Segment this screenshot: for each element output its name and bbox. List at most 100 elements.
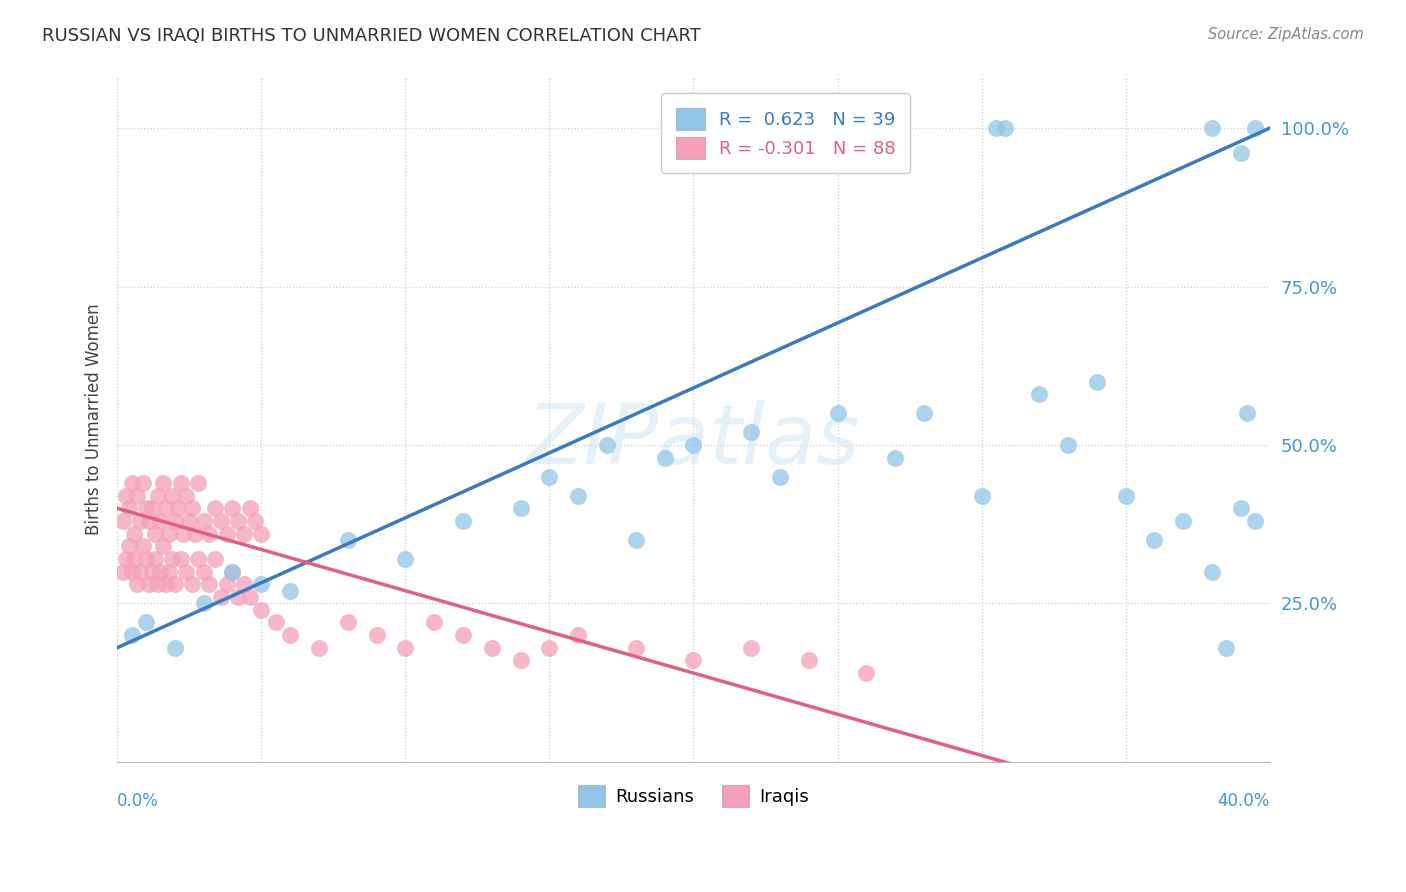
Point (239, 590, 262, 604)
Point (209, 514, 232, 528)
Point (567, 489, 589, 503)
Text: Source: ZipAtlas.com: Source: ZipAtlas.com (1208, 27, 1364, 42)
Point (129, 565, 152, 579)
Point (1173, 514, 1195, 528)
Point (176, 565, 198, 579)
Point (193, 596, 215, 610)
Point (264, 615, 287, 630)
Point (121, 565, 143, 579)
Point (336, 615, 359, 630)
Point (135, 501, 157, 516)
Point (114, 489, 136, 503)
Point (160, 552, 183, 566)
Point (970, 489, 993, 503)
Point (1201, 565, 1223, 579)
Point (994, 121, 1017, 136)
Point (509, 653, 531, 667)
Point (855, 666, 877, 681)
Point (215, 526, 238, 541)
Point (654, 450, 676, 465)
Point (149, 514, 172, 528)
Point (146, 489, 169, 503)
Point (538, 469, 561, 483)
Point (172, 526, 194, 541)
Point (121, 475, 143, 490)
Point (308, 640, 330, 655)
Point (193, 514, 215, 528)
Point (366, 628, 388, 642)
Point (740, 425, 762, 440)
Point (336, 533, 359, 547)
Legend: Russians, Iraqis: Russians, Iraqis (571, 778, 817, 814)
Point (193, 565, 215, 579)
Point (624, 533, 647, 547)
Point (596, 438, 619, 452)
Point (1143, 533, 1166, 547)
Point (624, 640, 647, 655)
Point (1230, 146, 1253, 161)
Point (163, 577, 186, 591)
Point (797, 653, 820, 667)
Point (1244, 121, 1267, 136)
Point (233, 577, 256, 591)
Point (239, 501, 262, 516)
Point (250, 603, 273, 617)
Point (233, 526, 256, 541)
Point (124, 552, 146, 566)
Point (226, 514, 249, 528)
Point (127, 577, 149, 591)
Point (827, 406, 849, 420)
Point (135, 552, 157, 566)
Point (184, 526, 207, 541)
Text: ZIPatlas: ZIPatlas (527, 400, 860, 481)
Point (121, 628, 143, 642)
Point (152, 539, 174, 553)
Point (176, 489, 198, 503)
Point (149, 565, 172, 579)
Point (138, 514, 160, 528)
Point (155, 501, 177, 516)
Point (451, 628, 474, 642)
Point (127, 489, 149, 503)
Point (198, 577, 221, 591)
Point (884, 450, 907, 465)
Point (111, 565, 134, 579)
Point (209, 590, 232, 604)
Point (250, 526, 273, 541)
Point (1215, 640, 1237, 655)
Text: 0.0%: 0.0% (117, 792, 159, 810)
Point (1244, 514, 1267, 528)
Point (221, 565, 243, 579)
Point (198, 526, 221, 541)
Point (141, 565, 163, 579)
Point (143, 526, 166, 541)
Point (1057, 438, 1080, 452)
Point (250, 577, 273, 591)
Text: 40.0%: 40.0% (1218, 792, 1270, 810)
Point (278, 628, 301, 642)
Point (215, 577, 238, 591)
Point (169, 552, 191, 566)
Point (187, 475, 209, 490)
Point (740, 640, 762, 655)
Point (394, 552, 416, 566)
Point (146, 577, 169, 591)
Point (118, 501, 141, 516)
Point (163, 640, 186, 655)
Point (132, 475, 155, 490)
Point (1230, 501, 1253, 516)
Point (567, 628, 589, 642)
Point (141, 501, 163, 516)
Point (124, 526, 146, 541)
Point (1236, 406, 1258, 420)
Point (179, 514, 201, 528)
Point (155, 577, 177, 591)
Point (204, 552, 226, 566)
Point (245, 514, 267, 528)
Point (423, 615, 446, 630)
Point (181, 501, 204, 516)
Point (143, 552, 166, 566)
Point (1201, 121, 1223, 136)
Point (114, 552, 136, 566)
Point (481, 640, 503, 655)
